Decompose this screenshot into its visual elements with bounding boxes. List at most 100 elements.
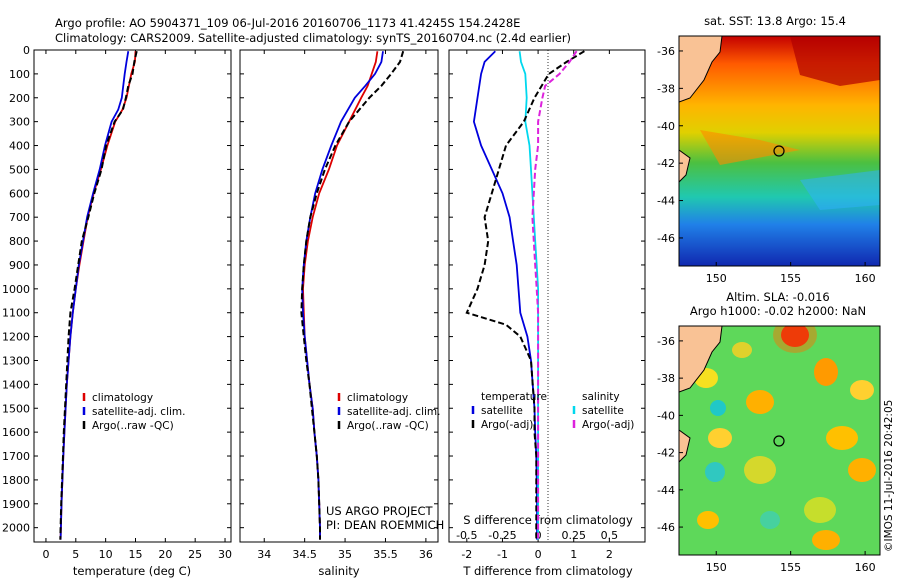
depth-tick-label: 200 <box>9 92 30 105</box>
project-label: US ARGO PROJECT <box>326 504 434 518</box>
x-tick-label: 25 <box>188 548 202 561</box>
map-y-tick-label: -44 <box>657 484 675 497</box>
x-tick-label: 36 <box>419 548 433 561</box>
series-line-t-satellite <box>472 50 538 540</box>
legend-title-temperature: temperature <box>481 391 547 403</box>
top-tick-label: 0.25 <box>561 529 586 542</box>
depth-tick-label: 1000 <box>2 283 30 296</box>
top-tick-label: -0.25 <box>488 529 516 542</box>
sla-heatmap <box>679 326 880 555</box>
sla-map-title-1: Altim. SLA: -0.016 <box>726 290 830 304</box>
temperature-x-ticks: 0 5 10 15 20 25 30 <box>42 50 232 561</box>
top-tick-label: -0.5 <box>456 529 477 542</box>
difference-lines <box>465 50 585 540</box>
sst-float-marker <box>773 145 785 157</box>
sst-heatmap <box>679 36 880 266</box>
map-x-tick-label: 160 <box>855 561 876 574</box>
sla-map-ticks: -36 -38 -40 -42 -44 -46 150 155 160 <box>657 335 876 574</box>
legend-label: satellite <box>582 405 624 417</box>
map-x-tick-label: 155 <box>780 272 801 285</box>
legend-label: climatology <box>347 392 408 404</box>
temperature-frame <box>33 49 232 543</box>
legend-label: climatology <box>92 392 153 404</box>
map-x-tick-label: 160 <box>855 272 876 285</box>
difference-panel: -2 -1 0 1 2 -0.5 -0.25 0 0.25 0.5 S difference f… <box>448 49 646 578</box>
map-y-tick-label: -42 <box>657 447 675 460</box>
temperature-xlabel: temperature (deg C) <box>73 564 191 578</box>
imos-credit: ©IMOS 11-Jul-2016 20:42:05 <box>883 400 895 552</box>
salinity-legend: climatology satellite-adj. clim. Argo(..ra… <box>337 392 440 432</box>
sla-float-marker <box>773 435 785 447</box>
depth-tick-label: 100 <box>9 68 30 81</box>
salinity-x-ticks: 34 34.5 35 35.5 36 <box>257 50 433 561</box>
sst-map-frame <box>678 35 881 267</box>
depth-tick-label: 1700 <box>2 450 30 463</box>
depth-tick-label: 0 <box>23 44 30 57</box>
salinity-frame <box>239 49 439 543</box>
legend-label: satellite-adj. clim. <box>347 406 440 418</box>
s-difference-label: S difference from climatology <box>463 513 633 527</box>
map-y-tick-label: -46 <box>657 232 675 245</box>
legend-label: Argo(-adj) <box>481 419 533 431</box>
depth-tick-label: 2000 <box>2 522 30 535</box>
x-tick-label: 15 <box>128 548 142 561</box>
temperature-panel: 0100200300400500600700800900100011001200… <box>2 44 645 578</box>
x-tick-label: 5 <box>72 548 79 561</box>
depth-tick-label: 600 <box>9 187 30 200</box>
series-line-t-argo <box>465 50 585 540</box>
legend-label: satellite <box>481 405 523 417</box>
x-tick-label: 35.5 <box>373 548 398 561</box>
temperature-legend: climatology satellite-adj. clim. Argo(..ra… <box>82 392 185 432</box>
salinity-lines <box>300 50 405 540</box>
depth-tick-label: 1800 <box>2 474 30 487</box>
x-tick-label: 1 <box>570 548 577 561</box>
sla-map-title-2: Argo h1000: -0.02 h2000: NaN <box>690 304 866 318</box>
map-y-tick-label: -40 <box>657 120 675 133</box>
map-y-tick-label: -36 <box>657 335 675 348</box>
map-x-tick-label: 150 <box>706 561 727 574</box>
title-line-1: Argo profile: AO 5904371_109 06-Jul-2016… <box>55 16 520 30</box>
depth-tick-label: 900 <box>9 259 30 272</box>
sst-map-panel: sat. SST: 13.8 Argo: 15.4 -36 -38 -40 -42 -4… <box>657 14 881 285</box>
map-y-tick-label: -38 <box>657 372 675 385</box>
x-tick-label: -1 <box>497 548 508 561</box>
series-line-satellite-adj-clim- <box>59 51 130 540</box>
depth-tick-label: 800 <box>9 235 30 248</box>
x-tick-label: 30 <box>218 548 232 561</box>
x-tick-label: 0 <box>535 548 542 561</box>
depth-tick-label: 1400 <box>2 378 30 391</box>
map-y-tick-label: -40 <box>657 409 675 422</box>
difference-x-ticks: -2 -1 0 1 2 <box>461 50 613 561</box>
legend-label: satellite-adj. clim. <box>92 406 185 418</box>
title-line-2: Climatology: CARS2009. Satellite-adjuste… <box>55 31 571 45</box>
legend-label: Argo(-adj) <box>582 419 634 431</box>
depth-tick-label: 1100 <box>2 307 30 320</box>
temperature-lines <box>59 50 138 540</box>
x-tick-label: 34 <box>257 548 271 561</box>
pi-label: PI: DEAN ROEMMICH <box>326 518 444 532</box>
map-y-tick-label: -42 <box>657 157 675 170</box>
difference-frame <box>448 49 646 543</box>
sst-map-title: sat. SST: 13.8 Argo: 15.4 <box>704 14 846 28</box>
depth-tick-label: 1300 <box>2 354 30 367</box>
x-tick-label: 0 <box>42 548 49 561</box>
map-x-tick-label: 150 <box>706 272 727 285</box>
depth-tick-label: 300 <box>9 116 30 129</box>
series-line-climatology <box>59 51 137 540</box>
legend-title-salinity: salinity <box>582 391 620 403</box>
x-tick-label: 35 <box>338 548 352 561</box>
depth-tick-label: 1200 <box>2 331 30 344</box>
salinity-xlabel: salinity <box>318 564 359 578</box>
x-tick-label: 34.5 <box>292 548 317 561</box>
x-tick-label: 2 <box>606 548 613 561</box>
x-tick-label: -2 <box>461 548 472 561</box>
legend-label: Argo(..raw -QC) <box>92 420 174 432</box>
depth-tick-label: 500 <box>9 163 30 176</box>
map-x-tick-label: 155 <box>780 561 801 574</box>
series-line-argo-raw-qc- <box>59 50 138 540</box>
legend-label: Argo(..raw -QC) <box>347 420 429 432</box>
depth-tick-label: 1900 <box>2 498 30 511</box>
top-tick-label: 0.5 <box>601 529 619 542</box>
series-line-satellite-adj-clim- <box>301 51 384 540</box>
